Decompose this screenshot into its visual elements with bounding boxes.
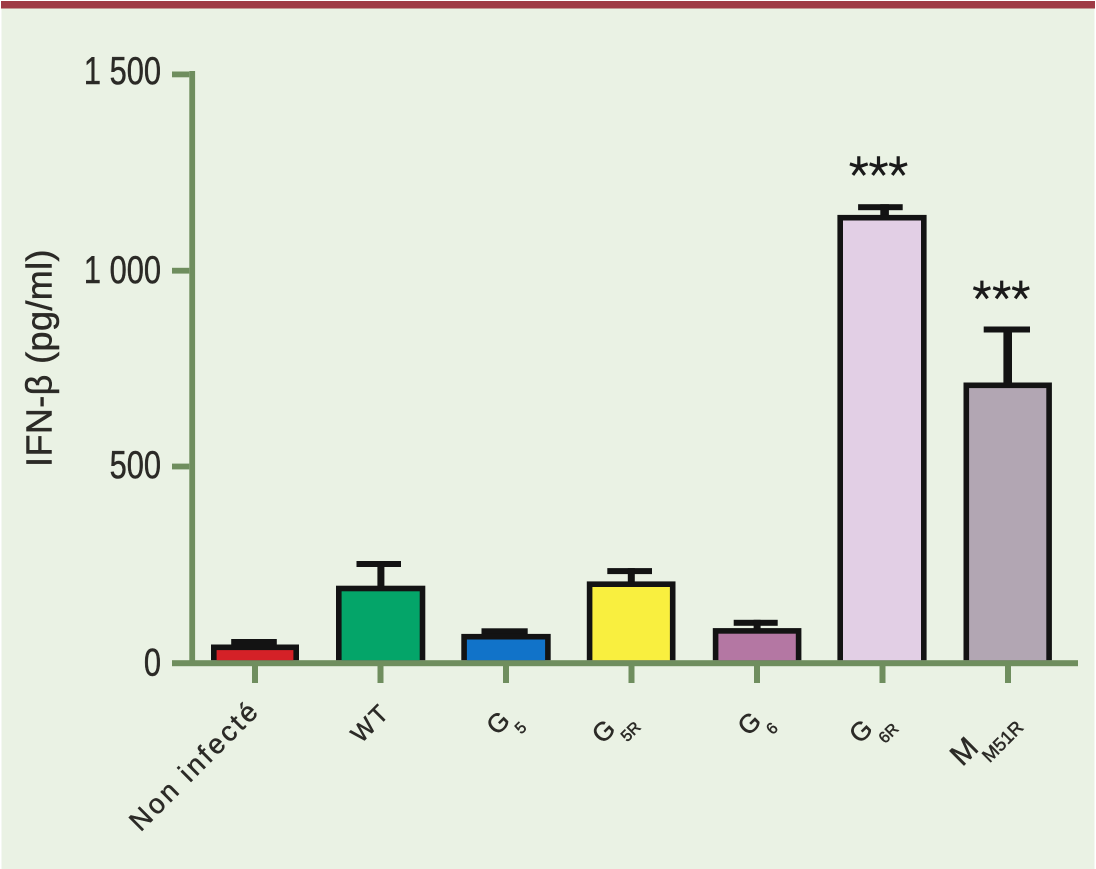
svg-text:500: 500 — [110, 444, 161, 487]
svg-text:1 000: 1 000 — [84, 249, 161, 292]
svg-text:0: 0 — [144, 641, 161, 684]
svg-text:1 500: 1 500 — [84, 49, 161, 92]
svg-text:IFN-β (pg/ml): IFN-β (pg/ml) — [18, 249, 59, 467]
